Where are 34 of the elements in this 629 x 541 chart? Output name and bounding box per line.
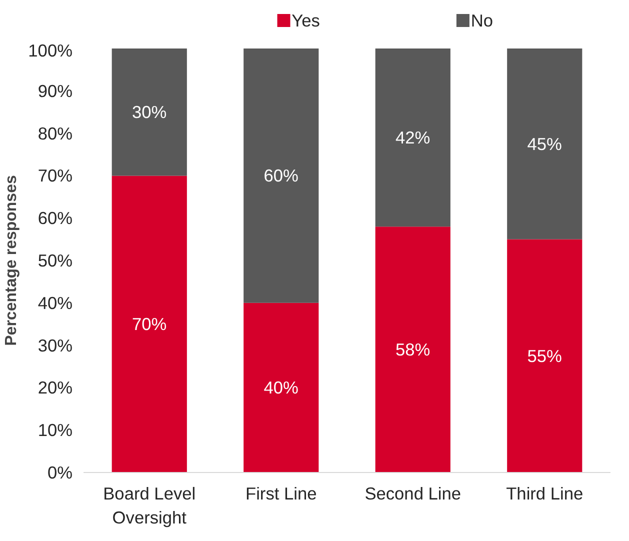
y-tick-label: 20% [38, 378, 73, 398]
bar [375, 226, 450, 472]
bar [507, 239, 582, 472]
y-tick-label: 0% [47, 462, 72, 482]
y-tick-label: 30% [38, 335, 73, 356]
data-label: 58% [396, 340, 430, 360]
y-tick-label: 90% [38, 80, 73, 101]
y-tick-label: 40% [38, 292, 73, 313]
legend-label: Yes [292, 10, 320, 30]
y-tick-label: 60% [38, 208, 73, 228]
bar [375, 48, 450, 227]
data-label: 70% [132, 314, 167, 334]
data-label: 45% [527, 134, 562, 154]
bar [112, 48, 187, 176]
x-tick-label: Board Level Oversight [103, 484, 196, 528]
data-label: 40% [264, 378, 298, 398]
x-tick-label: Second Line [364, 484, 462, 504]
data-label: 60% [264, 166, 298, 186]
legend-label: No [470, 10, 493, 30]
y-tick-label: 80% [38, 123, 73, 144]
x-tick-label: First Line [245, 484, 317, 504]
y-tick-label: 50% [38, 250, 73, 270]
y-tick-label: 10% [38, 420, 73, 440]
bar [112, 176, 187, 472]
x-tick-label: Third Line [506, 484, 584, 504]
y-axis-title: Percentage responses [3, 175, 20, 346]
bar [244, 48, 319, 303]
data-label: 55% [527, 346, 562, 366]
y-tick-label: 70% [38, 166, 73, 186]
data-label: 30% [132, 102, 167, 122]
bar [244, 302, 319, 472]
data-label: 42% [396, 128, 430, 148]
bar [507, 48, 582, 240]
y-tick-label: 100% [28, 40, 73, 60]
